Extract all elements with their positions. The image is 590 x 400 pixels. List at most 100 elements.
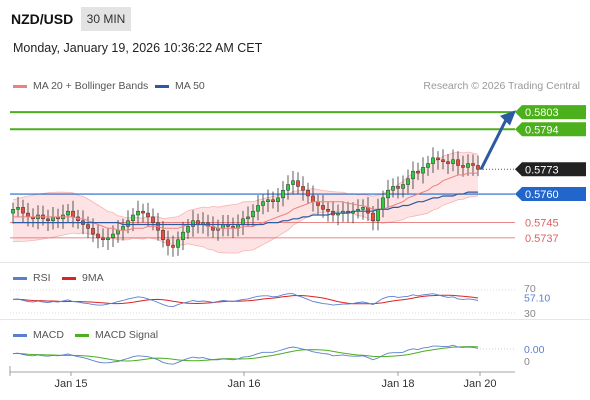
candle-body — [296, 180, 300, 187]
level-label-target: 0.5803 — [525, 107, 559, 119]
candle-body — [46, 218, 50, 221]
legend-ma50: MA 50 — [155, 80, 205, 92]
candle-body — [161, 229, 165, 241]
bollinger-lower-line — [12, 195, 479, 254]
candle-body — [416, 170, 420, 174]
rsi-line — [12, 293, 479, 308]
rsi-legend-label: RSI — [33, 272, 51, 284]
target-arrow-shaft — [479, 117, 509, 170]
x-axis-label: Jan 16 — [227, 378, 260, 390]
candle-body — [376, 209, 380, 221]
rsi-ma-line — [12, 294, 479, 305]
candle-body — [281, 189, 285, 199]
candle-body — [146, 212, 150, 218]
macd-signal-swatch — [75, 333, 89, 337]
candle-body — [106, 237, 110, 241]
macd-legend-label: MACD — [33, 329, 64, 341]
source-label: Research © 2026 Trading Central — [423, 80, 580, 92]
candle-body — [141, 210, 145, 214]
candle-body — [251, 210, 255, 218]
level-label-pivot: 0.5760 — [525, 189, 559, 201]
candle-body — [456, 159, 460, 166]
candle-body — [286, 184, 290, 191]
candle-body — [461, 165, 465, 168]
candle-body — [446, 161, 450, 164]
candle-body — [271, 199, 275, 202]
candle-body — [21, 207, 25, 214]
symbol-label: NZD/USD — [11, 11, 74, 27]
candle-body — [246, 216, 250, 220]
candle-body — [111, 233, 115, 239]
candle-body — [386, 189, 390, 199]
candle-body — [171, 245, 175, 248]
candle-body — [291, 180, 295, 185]
candle-body — [86, 224, 90, 229]
bollinger-upper-line — [12, 151, 479, 219]
candle-body — [421, 167, 425, 174]
bollinger-band-area — [13, 152, 478, 254]
candle-body — [181, 231, 185, 241]
candle-body — [471, 163, 475, 166]
candle-body — [66, 210, 70, 216]
candle-body — [186, 226, 190, 233]
candle-body — [431, 157, 435, 164]
chart-header: NZD/USD 30 MIN — [0, 0, 590, 36]
candle-body — [91, 228, 95, 235]
level-label-last: 0.5773 — [525, 164, 559, 176]
separator-macd — [0, 319, 590, 320]
candle-body — [406, 178, 410, 185]
candle-body — [116, 229, 120, 235]
candle-body — [71, 210, 75, 218]
candle-body — [261, 201, 265, 206]
level-tag-last — [515, 162, 586, 177]
candle-body — [401, 184, 405, 189]
rsi-axis-label: 30 — [524, 308, 536, 320]
candle-body — [256, 205, 260, 212]
candle-body — [26, 212, 30, 218]
legend-rsi-ma: 9MA — [62, 272, 104, 284]
candle-body — [301, 186, 305, 191]
ma50-swatch — [155, 84, 169, 88]
candle-body — [361, 207, 365, 210]
level-tag-target — [515, 105, 586, 120]
macd-signal-legend-label: MACD Signal — [95, 329, 159, 341]
level-label-support: 0.5737 — [525, 233, 559, 245]
rsi-swatch — [13, 276, 27, 280]
candle-body — [136, 210, 140, 216]
legend-rsi: RSI — [13, 272, 51, 284]
macd-line — [12, 344, 479, 365]
candle-body — [176, 239, 180, 248]
ma50-legend-label: MA 50 — [175, 80, 205, 92]
x-axis-label: Jan 20 — [463, 378, 496, 390]
target-arrow-head — [500, 110, 516, 126]
candle-body — [316, 201, 320, 206]
legend-macd-signal: MACD Signal — [75, 329, 158, 341]
candle-body — [306, 189, 310, 197]
level-label-support: 0.5745 — [525, 218, 559, 230]
candle-body — [11, 209, 15, 214]
candle-body — [101, 237, 105, 241]
candle-body — [241, 218, 245, 225]
bollinger-legend-label: MA 20 + Bollinger Bands — [33, 80, 149, 92]
candle-body — [126, 220, 130, 227]
x-axis-label: Jan 15 — [54, 378, 87, 390]
timeframe-badge[interactable]: 30 MIN — [81, 7, 131, 31]
candle-body — [321, 205, 325, 210]
level-label-target: 0.5794 — [525, 124, 559, 136]
candle-body — [411, 170, 415, 180]
datetime-label: Monday, January 19, 2026 10:36:22 AM CET — [13, 41, 263, 55]
candle-body — [466, 163, 470, 168]
candle-body — [166, 239, 170, 246]
rsi-ma-swatch — [62, 276, 76, 280]
candle-body — [276, 197, 280, 202]
candle-body — [311, 195, 315, 202]
candle-body — [381, 197, 385, 210]
candle-body — [441, 159, 445, 162]
candle-body — [326, 209, 330, 212]
legend-macd: MACD — [13, 329, 64, 341]
macd-zero-label: 0 — [524, 356, 530, 368]
candle-body — [96, 233, 100, 239]
level-tag-pivot — [515, 187, 586, 202]
macd-value-label: 0.00 — [524, 344, 545, 356]
